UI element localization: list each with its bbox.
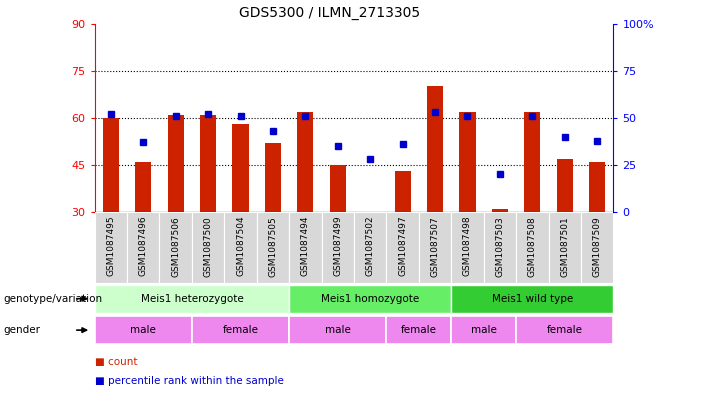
Text: Meis1 wild type: Meis1 wild type bbox=[491, 294, 573, 304]
Text: GSM1087495: GSM1087495 bbox=[107, 216, 116, 276]
Bar bbox=[257, 212, 290, 283]
Text: GSM1087509: GSM1087509 bbox=[592, 216, 601, 277]
Bar bbox=[265, 143, 281, 212]
Text: female: female bbox=[401, 325, 437, 335]
Text: GSM1087507: GSM1087507 bbox=[430, 216, 440, 277]
Text: female: female bbox=[547, 325, 583, 335]
Text: ■ percentile rank within the sample: ■ percentile rank within the sample bbox=[95, 376, 283, 386]
Bar bbox=[386, 212, 418, 283]
Text: GSM1087503: GSM1087503 bbox=[496, 216, 505, 277]
Bar bbox=[290, 285, 451, 313]
Bar bbox=[127, 212, 160, 283]
Bar bbox=[524, 112, 540, 212]
Text: GSM1087508: GSM1087508 bbox=[528, 216, 537, 277]
Text: GSM1087496: GSM1087496 bbox=[139, 216, 148, 276]
Bar bbox=[192, 316, 290, 344]
Text: GSM1087501: GSM1087501 bbox=[560, 216, 569, 277]
Bar bbox=[322, 212, 354, 283]
Bar bbox=[135, 162, 151, 212]
Bar bbox=[95, 285, 290, 313]
Text: gender: gender bbox=[4, 325, 41, 335]
Bar bbox=[192, 212, 224, 283]
Text: GSM1087506: GSM1087506 bbox=[171, 216, 180, 277]
Bar bbox=[549, 212, 581, 283]
Bar bbox=[418, 212, 451, 283]
Bar bbox=[581, 212, 613, 283]
Bar bbox=[354, 212, 386, 283]
Bar bbox=[516, 316, 613, 344]
Bar bbox=[103, 118, 119, 212]
Text: GSM1087494: GSM1087494 bbox=[301, 216, 310, 276]
Bar bbox=[557, 159, 573, 212]
Bar bbox=[395, 171, 411, 212]
Text: female: female bbox=[222, 325, 259, 335]
Bar bbox=[589, 162, 605, 212]
Text: GSM1087498: GSM1087498 bbox=[463, 216, 472, 276]
Bar bbox=[95, 316, 192, 344]
Bar bbox=[329, 165, 346, 212]
Text: GSM1087505: GSM1087505 bbox=[268, 216, 278, 277]
Text: GSM1087504: GSM1087504 bbox=[236, 216, 245, 276]
Text: GDS5300 / ILMN_2713305: GDS5300 / ILMN_2713305 bbox=[239, 6, 420, 20]
Bar bbox=[290, 212, 322, 283]
Bar bbox=[451, 285, 613, 313]
Text: GSM1087497: GSM1087497 bbox=[398, 216, 407, 276]
Bar bbox=[290, 316, 386, 344]
Text: ■ count: ■ count bbox=[95, 356, 137, 367]
Bar bbox=[160, 212, 192, 283]
Text: GSM1087500: GSM1087500 bbox=[203, 216, 212, 277]
Text: male: male bbox=[325, 325, 350, 335]
Text: GSM1087499: GSM1087499 bbox=[333, 216, 342, 276]
Bar bbox=[386, 316, 451, 344]
Text: Meis1 heterozygote: Meis1 heterozygote bbox=[140, 294, 243, 304]
Text: GSM1087502: GSM1087502 bbox=[366, 216, 375, 276]
Bar bbox=[492, 209, 508, 212]
Bar bbox=[297, 112, 313, 212]
Bar bbox=[200, 115, 216, 212]
Bar bbox=[451, 212, 484, 283]
Text: male: male bbox=[471, 325, 496, 335]
Bar bbox=[95, 212, 127, 283]
Bar bbox=[168, 115, 184, 212]
Bar bbox=[427, 86, 443, 212]
Bar bbox=[516, 212, 549, 283]
Bar bbox=[484, 212, 516, 283]
Text: male: male bbox=[130, 325, 156, 335]
Bar bbox=[233, 124, 249, 212]
Text: genotype/variation: genotype/variation bbox=[4, 294, 102, 304]
Bar bbox=[224, 212, 257, 283]
Bar bbox=[459, 112, 475, 212]
Bar bbox=[451, 316, 516, 344]
Text: Meis1 homozygote: Meis1 homozygote bbox=[321, 294, 419, 304]
